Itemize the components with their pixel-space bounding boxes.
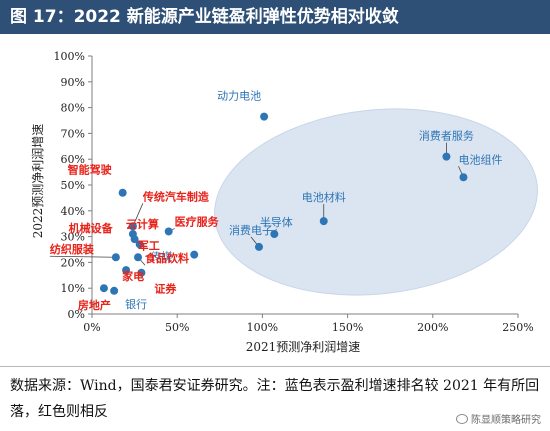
point-label: 军工 — [138, 239, 160, 252]
data-point — [110, 286, 119, 295]
point-label: 电池材料 — [302, 190, 346, 204]
point-label: 动力电池 — [217, 90, 261, 103]
figure-title: 图 17：2022 新能源产业链盈利弹性优势相对收敛 — [0, 0, 550, 34]
watermark: 陈显顺策略研究 — [453, 410, 544, 427]
point-label: 电池组件 — [458, 152, 502, 166]
point-label: 银行 — [125, 297, 147, 311]
data-point — [118, 188, 127, 197]
y-tick-label: 60% — [61, 153, 85, 166]
label-leader-line — [49, 255, 116, 258]
point-label: 半导体 — [260, 215, 293, 229]
x-tick-label: 0% — [83, 321, 100, 334]
y-tick-label: 10% — [61, 282, 85, 295]
data-point — [111, 253, 120, 262]
point-label: 传媒 — [150, 251, 172, 264]
point-label: 证券 — [154, 282, 177, 296]
data-point — [190, 250, 199, 259]
point-label: 食品饮料 — [145, 251, 189, 265]
highlight-ellipse-layer — [214, 108, 538, 296]
y-tick-label: 30% — [61, 231, 85, 244]
data-point — [135, 240, 144, 249]
point-label: 传统汽车制造 — [142, 189, 210, 203]
y-tick-label: 70% — [61, 127, 85, 140]
y-tick-label: 100% — [54, 50, 85, 63]
point-label: 纺织服装 — [50, 242, 94, 256]
data-point — [260, 112, 269, 121]
data-point — [442, 152, 451, 161]
x-tick-label: 150% — [332, 321, 363, 334]
point-label: 消费者服务 — [419, 129, 474, 143]
x-tick-label: 250% — [502, 321, 533, 334]
wechat-icon — [456, 414, 468, 424]
point-label: 消费电子 — [229, 223, 273, 237]
x-tick-label: 100% — [247, 321, 278, 334]
y-tick-label: 90% — [61, 76, 85, 89]
y-tick-label: 80% — [61, 102, 85, 115]
data-point — [99, 284, 108, 293]
point-label: 医疗服务 — [175, 214, 220, 228]
scatter-chart: 0% 10% 20% 30% 40% 50% 60% 70% 80% 90% 100% 0% 50% 10… — [31, 50, 538, 354]
data-point — [122, 266, 131, 275]
data-point — [459, 173, 468, 182]
axes: 0% 10% 20% 30% 40% 50% 60% 70% 80% 90% 100% 0% 50% 10… — [54, 50, 534, 334]
point-label: 机械设备 — [69, 221, 114, 235]
point-label: 智能驾驶 — [68, 163, 113, 177]
y-tick-label: 20% — [61, 256, 85, 269]
data-point — [128, 222, 137, 231]
source-note-text: 数据来源：Wind，国泰君安证券研究。注：蓝色表示盈利增速排名较 2021 年有… — [10, 378, 540, 420]
x-tick-label: 50% — [165, 321, 189, 334]
y-tick-label: 50% — [61, 179, 85, 192]
y-tick-label: 40% — [61, 205, 85, 218]
data-point — [137, 268, 146, 277]
data-point — [130, 235, 139, 244]
data-point — [319, 217, 328, 226]
x-tick-label: 200% — [417, 321, 448, 334]
label-leader-line — [132, 203, 144, 227]
y-tick-label: 0% — [68, 308, 85, 321]
y-axis-title: 2022预测净利润增速 — [31, 124, 45, 239]
point-label: 云计算 — [126, 217, 159, 231]
data-point — [164, 227, 173, 236]
data-point — [134, 253, 143, 262]
data-points — [99, 112, 468, 295]
data-point — [254, 242, 263, 251]
source-note: 数据来源：Wind，国泰君安证券研究。注：蓝色表示盈利增速排名较 2021 年有… — [0, 366, 550, 431]
point-label: 房地产 — [78, 298, 111, 312]
point-label: 家电 — [122, 269, 144, 283]
highlight-ellipse — [214, 108, 538, 296]
watermark-text: 陈显顺策略研究 — [471, 415, 541, 426]
x-axis-title: 2021预测净利润增速 — [246, 340, 361, 354]
data-point — [270, 230, 279, 239]
